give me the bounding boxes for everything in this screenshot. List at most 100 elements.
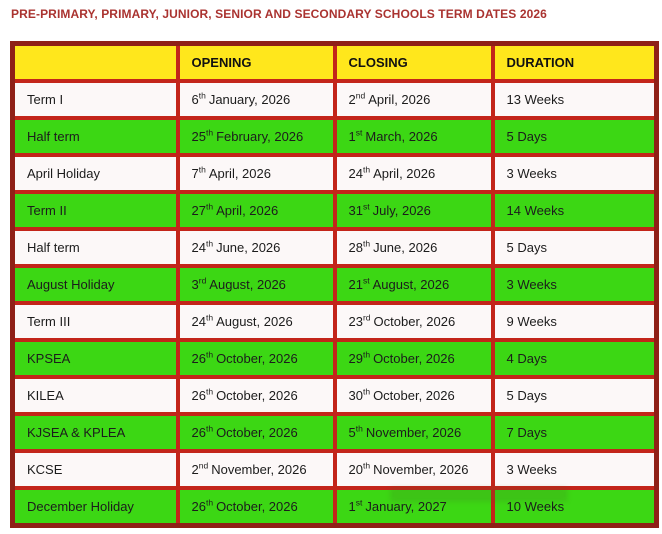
event-name-cell: KCSE	[10, 449, 180, 490]
event-name-cell: December Holiday	[10, 486, 180, 528]
closing-day: 20	[348, 462, 363, 477]
event-name: KJSEA & KPLEA	[27, 425, 126, 440]
event-name-cell: August Holiday	[10, 264, 180, 305]
duration-value: 9 Weeks	[506, 314, 557, 329]
closing-rest: July, 2026	[372, 203, 431, 218]
table-row: Term I 6th January, 2026 2nd April, 2026 1…	[10, 79, 659, 120]
header-duration-cell: DURATION	[490, 41, 659, 83]
opening-rest: October, 2026	[216, 499, 298, 514]
opening-day: 26	[191, 351, 206, 366]
event-name-cell: Term I	[10, 79, 180, 120]
closing-day: 2	[348, 92, 356, 107]
event-name: Term I	[27, 92, 64, 107]
opening-date-cell: 26th October, 2026	[175, 412, 337, 453]
closing-rest: August, 2026	[372, 277, 450, 292]
duration-cell: 10 Weeks	[490, 486, 659, 528]
opening-date-cell: 6th January, 2026	[175, 79, 337, 120]
closing-day: 24	[348, 166, 363, 181]
table-row: Term III 24th August, 2026 23rd October, 2…	[10, 301, 659, 342]
closing-date-cell: 28th June, 2026	[332, 227, 495, 268]
opening-day: 24	[191, 314, 206, 329]
event-name: KILEA	[27, 388, 64, 403]
closing-ordinal: th	[355, 423, 363, 434]
opening-ordinal: th	[198, 90, 206, 101]
table-row: December Holiday 26th October, 2026 1st Ja…	[10, 486, 659, 528]
duration-value: 5 Days	[506, 240, 547, 255]
duration-cell: 3 Weeks	[490, 449, 659, 490]
opening-ordinal: th	[205, 201, 214, 212]
closing-rest: November, 2026	[365, 425, 462, 440]
opening-ordinal: th	[205, 238, 214, 249]
opening-date-cell: 24th August, 2026	[175, 301, 337, 342]
closing-date-cell: 2nd April, 2026	[332, 79, 495, 120]
closing-date-cell: 21st August, 2026	[332, 264, 495, 305]
duration-value: 3 Weeks	[506, 462, 557, 477]
opening-ordinal: th	[198, 164, 206, 175]
closing-day: 28	[348, 240, 363, 255]
opening-date-cell: 3rd August, 2026	[175, 264, 337, 305]
opening-day: 2	[191, 462, 199, 477]
opening-rest: April, 2026	[208, 166, 271, 181]
table-row: KCSE 2nd November, 2026 20th November, 202…	[10, 449, 659, 490]
duration-cell: 4 Days	[490, 338, 659, 379]
closing-ordinal: st	[355, 127, 363, 138]
closing-date-cell: 29th October, 2026	[332, 338, 495, 379]
closing-date-cell: 5th November, 2026	[332, 412, 495, 453]
closing-day: 23	[348, 314, 363, 329]
closing-ordinal: th	[362, 238, 371, 249]
header-opening-cell: OPENING	[175, 41, 337, 83]
duration-cell: 7 Days	[490, 412, 659, 453]
event-name: Term III	[27, 314, 71, 329]
duration-value: 3 Weeks	[506, 277, 557, 292]
table-row: August Holiday 3rd August, 2026 21st Augus…	[10, 264, 659, 305]
event-name: Half term	[27, 240, 80, 255]
opening-day: 24	[191, 240, 206, 255]
closing-date-cell: 20th November, 2026	[332, 449, 495, 490]
closing-day: 5	[348, 425, 356, 440]
header-event-cell	[10, 41, 180, 83]
duration-value: 14 Weeks	[506, 203, 565, 218]
opening-ordinal: th	[205, 497, 214, 508]
closing-date-cell: 24th April, 2026	[332, 153, 495, 194]
opening-date-cell: 2nd November, 2026	[175, 449, 337, 490]
term-table-body: Term I 6th January, 2026 2nd April, 2026 1…	[10, 79, 659, 528]
opening-rest: August, 2026	[209, 277, 286, 292]
duration-value: 5 Days	[506, 129, 547, 144]
event-name-cell: Half term	[10, 227, 180, 268]
closing-date-cell: 30th October, 2026	[332, 375, 495, 416]
table-row: KILEA 26th October, 2026 30th October, 202…	[10, 375, 659, 416]
opening-date-cell: 27th April, 2026	[175, 190, 337, 231]
opening-day: 26	[191, 425, 206, 440]
closing-ordinal: st	[362, 275, 370, 286]
duration-cell: 14 Weeks	[490, 190, 659, 231]
event-name-cell: Term III	[10, 301, 180, 342]
event-name: KCSE	[27, 462, 63, 477]
opening-rest: April, 2026	[216, 203, 279, 218]
closing-rest: June, 2026	[373, 240, 438, 255]
closing-rest: October, 2026	[373, 351, 455, 366]
opening-date-cell: 25th February, 2026	[175, 116, 337, 157]
duration-value: 13 Weeks	[506, 92, 565, 107]
duration-value: 5 Days	[506, 388, 547, 403]
closing-rest: October, 2026	[373, 314, 456, 329]
closing-ordinal: st	[355, 497, 363, 508]
opening-rest: February, 2026	[216, 129, 304, 144]
duration-value: 3 Weeks	[506, 166, 557, 181]
closing-ordinal: th	[362, 164, 371, 175]
page-title: PRE-PRIMARY, PRIMARY, JUNIOR, SENIOR AND…	[11, 7, 547, 21]
event-name-cell: Term II	[10, 190, 180, 231]
closing-day: 29	[348, 351, 363, 366]
closing-day: 1	[348, 499, 356, 514]
closing-day: 21	[348, 277, 363, 292]
table-row: KJSEA & KPLEA 26th October, 2026 5th Novem…	[10, 412, 659, 453]
table-row: KPSEA 26th October, 2026 29th October, 202…	[10, 338, 659, 379]
opening-rest: June, 2026	[216, 240, 281, 255]
opening-rest: August, 2026	[216, 314, 293, 329]
table-row: Half term 24th June, 2026 28th June, 2026 …	[10, 227, 659, 268]
opening-date-cell: 26th October, 2026	[175, 338, 337, 379]
opening-ordinal: th	[205, 127, 214, 138]
duration-cell: 3 Weeks	[490, 153, 659, 194]
opening-rest: October, 2026	[216, 351, 298, 366]
opening-day: 6	[191, 92, 199, 107]
